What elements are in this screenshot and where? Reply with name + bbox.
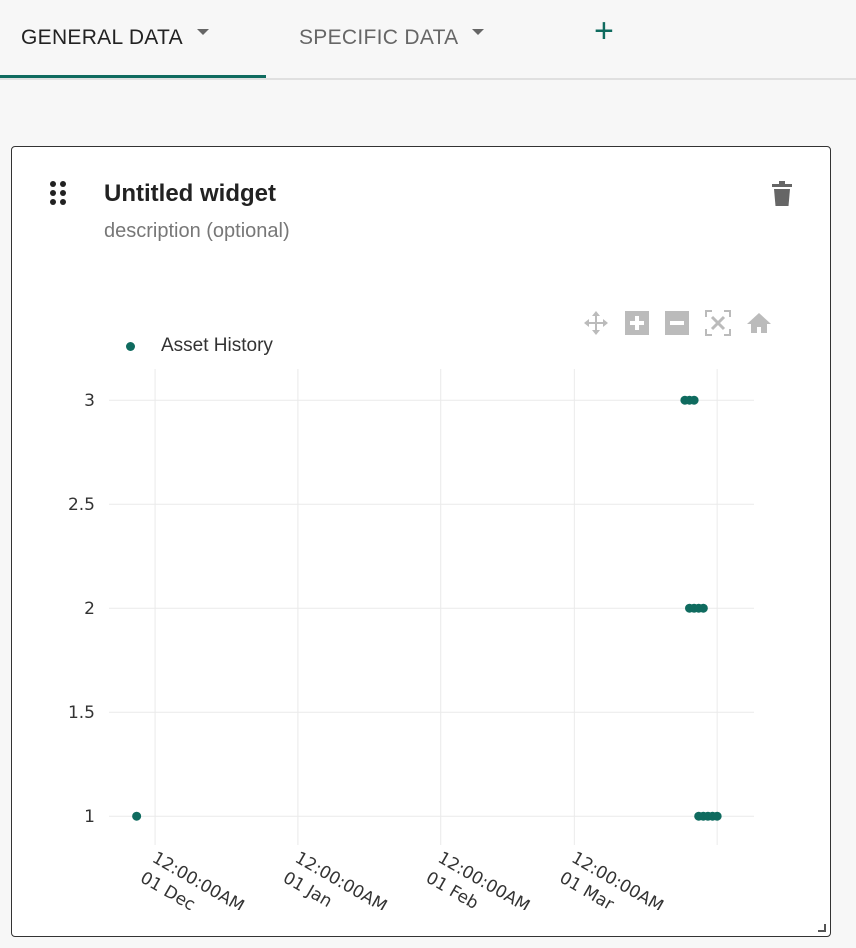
zoom-in-icon[interactable] — [624, 310, 650, 336]
drag-handle-icon[interactable] — [50, 181, 70, 209]
data-point — [712, 811, 722, 821]
x-tick-label: 12:00:00AM — [568, 848, 667, 917]
y-tick-label: 2.5 — [68, 495, 95, 515]
zoom-out-icon[interactable] — [664, 310, 690, 336]
chart-modebar — [582, 309, 772, 337]
x-tick-label: 01 Jan — [279, 868, 335, 912]
data-point — [689, 603, 699, 613]
widget-description[interactable]: description (optional) — [104, 220, 290, 242]
data-point — [132, 811, 142, 821]
dashboard-tabs: GENERAL DATA SPECIFIC DATA + — [0, 0, 856, 80]
data-point — [680, 395, 690, 405]
widget-title[interactable]: Untitled widget — [104, 180, 276, 207]
trash-icon[interactable] — [772, 181, 792, 207]
data-point — [698, 603, 708, 613]
data-point — [698, 811, 708, 821]
y-tick-label: 3 — [84, 391, 95, 411]
x-tick-label: 12:00:00AM — [149, 848, 248, 917]
y-tick-label: 1.5 — [68, 703, 95, 723]
data-point — [694, 603, 704, 613]
widget-card: Untitled widget description (optional) A… — [11, 146, 831, 937]
reset-axes-home-icon[interactable] — [746, 310, 772, 336]
tab-general-data[interactable]: GENERAL DATA — [0, 0, 266, 78]
pan-icon[interactable] — [582, 309, 610, 337]
data-point — [708, 811, 718, 821]
x-tick-label: 12:00:00AM — [291, 848, 390, 917]
legend-marker — [126, 341, 135, 351]
caret-down-icon[interactable] — [196, 28, 209, 35]
data-point — [694, 811, 704, 821]
plus-icon[interactable]: + — [594, 12, 614, 50]
resize-handle-icon[interactable] — [818, 924, 826, 932]
x-tick-label: 01 Feb — [422, 868, 481, 914]
data-point — [685, 603, 694, 613]
x-tick-label: 01 Mar — [556, 868, 617, 915]
y-tick-label: 1 — [84, 807, 95, 827]
y-tick-label: 2 — [84, 599, 95, 619]
autoscale-icon[interactable] — [704, 309, 732, 337]
x-tick-label: 01 Dec — [137, 868, 199, 915]
legend-label: Asset History — [161, 335, 273, 356]
tab-label: GENERAL DATA — [21, 25, 183, 49]
data-point — [703, 811, 713, 821]
data-point — [689, 395, 699, 405]
data-point — [685, 395, 694, 405]
tab-specific-data[interactable]: SPECIFIC DATA — [299, 0, 485, 76]
x-tick-label: 12:00:00AM — [434, 848, 533, 917]
chart-legend-item[interactable]: Asset History — [126, 335, 273, 357]
tab-label: SPECIFIC DATA — [299, 26, 459, 49]
caret-down-icon[interactable] — [472, 29, 485, 35]
